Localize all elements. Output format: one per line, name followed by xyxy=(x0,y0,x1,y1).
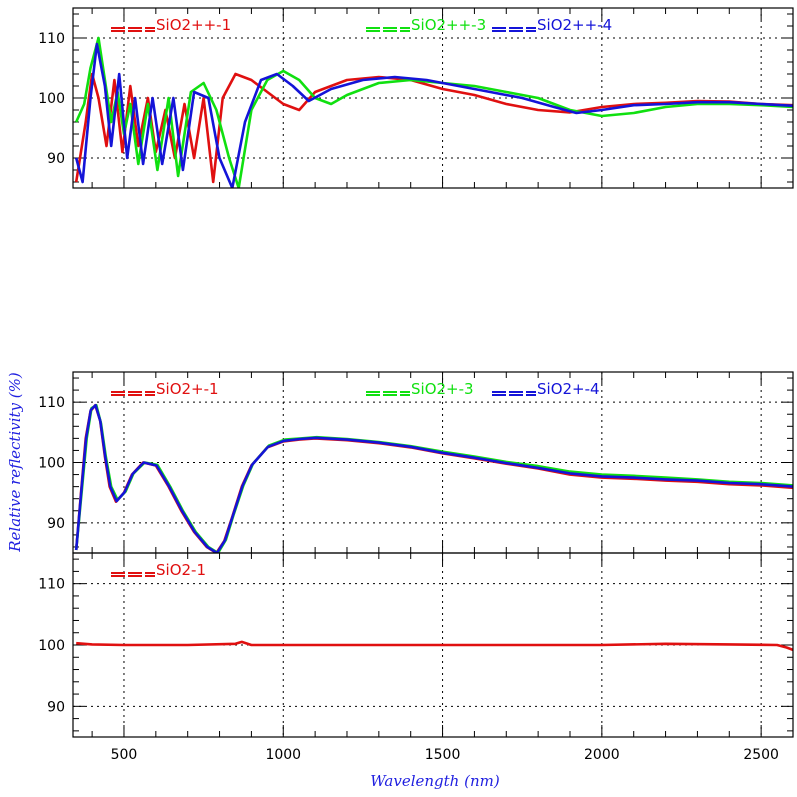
panel-frame xyxy=(72,7,794,189)
series-line-SiO2-1 xyxy=(76,640,793,652)
legend-label: SiO2++-1 xyxy=(156,16,231,34)
legend-label: SiO2+-1 xyxy=(156,380,219,398)
panel-3: SiO2-1 90 100 110 500 1000 1500 2000 2500 xyxy=(38,552,794,763)
legend-label: SiO2+-4 xyxy=(537,380,600,398)
x-tick-label: 500 xyxy=(111,747,138,763)
y-tick-label: 110 xyxy=(38,395,65,411)
y-tick-label: 100 xyxy=(38,91,65,107)
y-tick-label: 100 xyxy=(38,638,65,654)
y-tick-label: 90 xyxy=(47,699,65,715)
y-axis-title: Relative reflectivity (%) xyxy=(6,372,24,553)
y-tick-label: 90 xyxy=(47,516,65,532)
panel-2: SiO2+-1 SiO2+-3 SiO2+-4 90 100 110 xyxy=(38,371,794,554)
series-line-SiO2+-4 xyxy=(74,403,793,553)
x-axis-title: Wavelength (nm) xyxy=(370,772,500,790)
panel-frame xyxy=(72,552,794,738)
y-tick-label: 90 xyxy=(47,151,65,167)
legend-label: SiO2-1 xyxy=(156,561,206,579)
y-tick-label: 110 xyxy=(38,577,65,593)
x-tick-label: 2500 xyxy=(743,747,779,763)
x-tick-label: 2000 xyxy=(584,747,620,763)
y-tick-label: 110 xyxy=(38,31,65,47)
y-tick-label: 100 xyxy=(38,456,65,472)
x-tick-label: 1500 xyxy=(425,747,461,763)
legend-label: SiO2+-3 xyxy=(411,380,474,398)
legend-label: SiO2++-3 xyxy=(411,16,486,34)
panel-1: SiO2++-1 SiO2++-3 SiO2++-4 90 100 110 xyxy=(38,7,794,189)
x-tick-label: 1000 xyxy=(265,747,301,763)
legend-label: SiO2++-4 xyxy=(537,16,612,34)
series-line-SiO2++-4 xyxy=(74,42,793,188)
